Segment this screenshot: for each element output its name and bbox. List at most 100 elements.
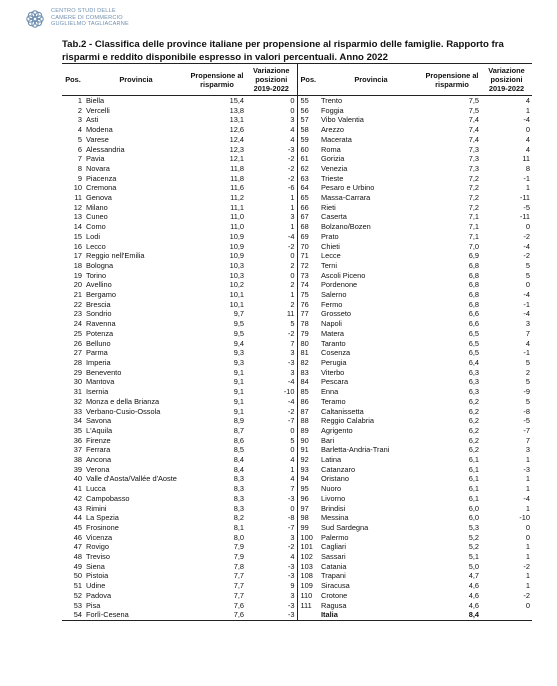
cell-provincia: Frosinone [86,522,119,532]
cell-provincia: Cuneo [86,212,108,222]
cell-position: 94 [296,474,319,485]
table-row: 22 Brescia 10,1 2 76 Fermo 6,8 -1 [62,299,532,310]
cell-provincia: Chieti [321,241,340,251]
cell-provincia: Reggio Calabria [321,416,374,426]
cell-variazione: -11 [519,212,530,222]
cell-propensione: 6,4 [468,357,479,367]
cell-provincia: Como [86,222,106,232]
table-row: 40 Valle d'Aosta/Vallée d'Aoste 8,3 4 94 Oris… [62,474,532,485]
cell-provincia: Bolzano/Bozen [321,222,371,232]
cell-position: 85 [296,387,319,397]
cell-position: 23 [73,309,82,319]
cell-propensione: 6,5 [468,338,479,348]
table-row: 24 Ravenna 9,5 5 78 Napoli 6,6 3 [62,319,532,329]
cell-variazione: 1 [525,474,530,484]
cell-variazione: -3 [287,357,295,367]
cell-propensione: 6,8 [468,280,479,290]
cell-provincia: Verona [86,464,110,474]
table-row: 6 Alessandria 12,3 -3 60 Roma 7,3 4 [62,144,532,155]
cell-propensione: 8,4 [233,464,244,474]
cell-variazione: 0 [525,125,530,135]
cell-variazione: 2 [290,299,295,309]
cell-propensione: 9,1 [233,396,244,406]
cell-propensione: 6,3 [468,387,479,397]
cell-position: 11 [74,193,82,203]
table-row: 23 Sondrio 9,7 11 77 Grosseto 6,6 -4 [62,309,532,320]
cell-propensione: 10,9 [229,251,244,261]
table-row: 38 Ancona 8,4 4 92 Latina 6,1 1 [62,455,532,465]
cell-provincia: Gorizia [321,154,345,164]
cell-position: 31 [73,387,82,397]
cell-provincia: Rieti [321,202,336,212]
header-provincia-left: Provincia [84,63,188,96]
cell-provincia: Bari [321,435,335,445]
cell-provincia: Perugia [321,357,347,367]
cell-position: 98 [296,513,319,523]
cell-position: 62 [296,163,319,174]
cell-position: 57 [296,115,319,126]
header-variazione-left: Variazione posizioni 2019-2022 [246,63,297,96]
cell-variazione: 7 [525,435,530,445]
header-variazione-right: Variazione posizioni 2019-2022 [481,63,532,96]
cell-provincia: Salerno [321,290,347,300]
cell-provincia: Mantova [86,377,115,387]
cell-provincia: Verbano-Cusio-Ossola [86,406,161,416]
cell-propensione: 7,9 [233,552,244,562]
cell-provincia: Forlì-Cesena [84,610,188,621]
cell-variazione: -8 [523,406,530,416]
table-row: 31 Isernia 9,1 -10 85 Enna 6,3 -9 [62,387,532,397]
cell-propensione: 8,7 [233,425,244,435]
cell-provincia: Biella [86,96,105,105]
cell-propensione: 6,2 [468,406,479,416]
cell-position: 59 [296,134,319,145]
cell-variazione: -2 [287,241,295,251]
cell-propensione: 7,0 [468,241,479,251]
cell-variazione: -4 [287,231,295,241]
cell-position: 73 [296,270,319,281]
cell-provincia: Potenza [86,328,114,338]
cell-propensione: 7,1 [468,222,479,232]
cell-variazione: 0 [525,522,530,532]
cell-provincia: Trento [321,96,343,105]
cell-provincia: Brindisi [321,503,346,513]
cell-position: 67 [296,212,319,223]
cell-variazione: -7 [523,425,530,435]
cell-propensione: 7,3 [468,163,479,173]
cell-provincia: Treviso [86,552,110,562]
cell-position: 88 [296,416,319,426]
cell-propensione: 5,1 [468,552,479,562]
cell-provincia: Caserta [321,212,347,222]
cell-variazione: -2 [287,406,295,416]
cell-provincia: Ancona [86,455,112,465]
cell-position: 54 [62,610,84,621]
cell-propensione: 10,1 [229,290,244,300]
header-pos-right: Pos. [296,63,319,96]
cell-position: 66 [296,202,319,213]
cell-propensione: 9,1 [233,406,244,416]
cell-propensione: 7,5 [468,96,479,105]
cell-propensione: 10,9 [229,241,244,251]
cell-variazione: 3 [525,319,530,329]
cell-provincia: Trieste [321,173,344,183]
cell-provincia: Lecco [86,241,106,251]
cell-propensione: 11,8 [230,163,244,173]
cell-position: 99 [296,522,319,533]
cell-propensione: 6,3 [468,377,479,387]
cell-propensione: 8,0 [233,532,244,542]
cell-position: 39 [73,464,82,474]
table-row: 51 Udine 7,7 9 109 Siracusa 4,6 1 [62,581,532,591]
cell-variazione: -3 [287,571,295,581]
cell-propensione: 6,3 [468,367,479,377]
cell-variazione: 11 [286,309,295,319]
cell-variazione: -3 [287,561,295,571]
cell-position: 78 [296,319,319,329]
cell-variazione: 5 [290,319,295,329]
cell-provincia: Massa-Carrara [321,193,371,203]
table-row: 21 Bergamo 10,1 1 75 Salerno 6,8 -4 [62,290,532,300]
cell-variazione: 7 [525,328,530,338]
table-row: 28 Imperia 9,3 -3 82 Perugia 6,4 5 [62,357,532,368]
cell-propensione: 7,2 [468,193,479,203]
cell-variazione: -2 [287,154,295,164]
cell-propensione: 5,2 [468,542,479,552]
cell-position: 28 [73,357,82,367]
